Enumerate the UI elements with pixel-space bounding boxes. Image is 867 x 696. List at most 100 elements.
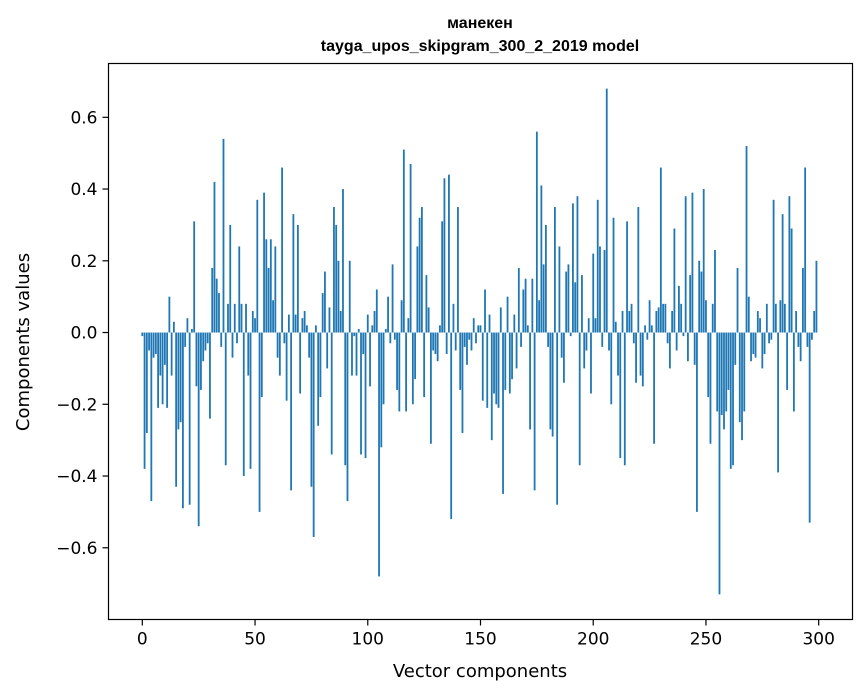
bar (200, 332, 202, 390)
bar (511, 332, 513, 380)
bar (346, 332, 349, 502)
bar (743, 332, 746, 412)
bar (267, 267, 270, 333)
bar (191, 328, 193, 333)
bar (355, 332, 358, 376)
bar (360, 332, 362, 455)
bar (378, 332, 380, 577)
bar (628, 311, 631, 333)
bar (763, 332, 766, 355)
bar (657, 307, 660, 333)
bar (353, 332, 356, 337)
bar (777, 332, 779, 473)
bar (698, 260, 701, 333)
bar (296, 224, 299, 333)
bar (256, 199, 259, 333)
bar (648, 300, 651, 333)
bar (515, 332, 518, 369)
bar (583, 332, 586, 369)
bar (443, 178, 446, 333)
bar (263, 192, 265, 333)
bar (560, 332, 563, 358)
bar (655, 311, 658, 333)
bar (540, 185, 543, 333)
bar (529, 332, 531, 430)
bar (754, 332, 757, 358)
bar (756, 311, 759, 333)
bar (490, 332, 493, 441)
x-tick-label: 200 (577, 630, 609, 650)
bar (310, 332, 313, 487)
bar (333, 206, 335, 333)
bar (145, 332, 148, 433)
bar (520, 332, 522, 347)
bar (630, 303, 633, 333)
bar (159, 332, 162, 376)
bar (204, 332, 207, 351)
bar (150, 332, 153, 502)
bar (272, 300, 274, 333)
bar (736, 267, 739, 333)
bar (251, 311, 254, 333)
bar (461, 332, 464, 433)
bar (720, 332, 723, 416)
bar (287, 314, 290, 333)
bar (623, 332, 626, 466)
y-axis-label: Components values (13, 253, 34, 431)
bar (143, 332, 146, 469)
bar (815, 260, 818, 333)
bar (402, 149, 405, 333)
y-tick-label: 0.2 (70, 252, 97, 272)
bar (563, 332, 565, 383)
x-tick-label: 0 (137, 630, 148, 650)
x-tick-label: 100 (352, 630, 384, 650)
bar (299, 332, 302, 394)
bar (659, 167, 662, 333)
bar (301, 318, 304, 333)
bar (802, 267, 804, 333)
bar (276, 332, 279, 358)
bar (687, 332, 689, 362)
bar (427, 307, 430, 333)
bar (765, 303, 768, 333)
bar (441, 221, 444, 333)
bar (222, 138, 225, 333)
bar (206, 332, 209, 344)
bar (220, 332, 223, 347)
bar (439, 325, 441, 333)
bar (741, 332, 743, 441)
bar (729, 332, 732, 469)
bar (484, 289, 486, 333)
bar (213, 181, 216, 333)
bar (734, 332, 737, 365)
bar (569, 332, 572, 337)
bar (312, 332, 315, 537)
bar (653, 332, 655, 444)
bar (224, 332, 227, 466)
bar (709, 332, 712, 444)
x-tick-label: 250 (690, 630, 722, 650)
bar (319, 332, 322, 398)
bar (664, 303, 667, 333)
bar (335, 224, 338, 333)
bar (542, 264, 545, 333)
bar (450, 332, 453, 520)
bar (486, 332, 489, 408)
bar (761, 332, 764, 369)
bar (454, 332, 457, 351)
bar (531, 278, 534, 333)
y-tick-label: −0.4 (56, 467, 97, 487)
bar (495, 332, 498, 405)
bar (745, 146, 748, 333)
bar (258, 332, 261, 512)
bar (680, 303, 683, 333)
bar (337, 260, 340, 333)
bar (391, 264, 394, 333)
bar (382, 332, 385, 405)
y-tick-label: 0.0 (70, 324, 97, 344)
bar (612, 217, 615, 333)
bar (716, 332, 719, 412)
bar (608, 332, 610, 351)
bar (565, 271, 568, 333)
bar (783, 303, 786, 333)
